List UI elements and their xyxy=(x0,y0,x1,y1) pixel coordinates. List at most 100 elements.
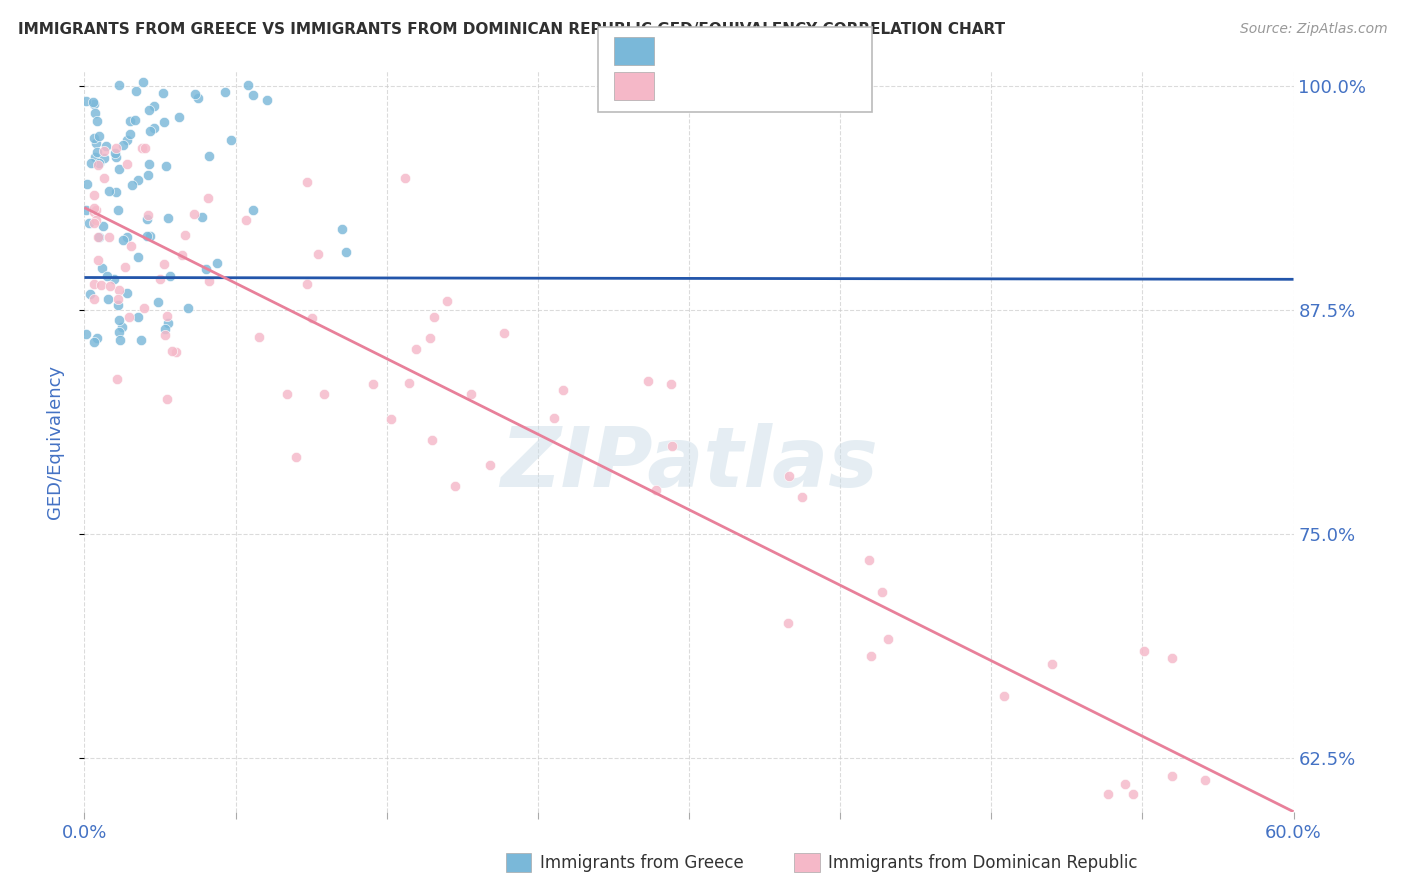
Point xyxy=(86,145,108,160)
Point xyxy=(1132,643,1154,657)
Point xyxy=(285,450,308,464)
Point xyxy=(1114,776,1136,790)
Point xyxy=(637,374,659,388)
Point xyxy=(778,468,800,483)
Point xyxy=(86,331,108,345)
Point xyxy=(136,209,159,223)
Point xyxy=(155,321,177,335)
Point xyxy=(87,158,110,172)
Point xyxy=(238,78,260,93)
Point xyxy=(160,343,183,358)
Point xyxy=(398,376,420,390)
Point xyxy=(174,228,197,243)
Point xyxy=(155,159,177,173)
Point xyxy=(136,168,159,182)
Point xyxy=(143,98,166,112)
Point xyxy=(184,87,207,101)
Point xyxy=(183,207,205,221)
Point xyxy=(115,157,138,171)
Point xyxy=(1122,787,1144,801)
Point xyxy=(197,190,219,204)
Point xyxy=(111,137,134,152)
Point xyxy=(84,136,107,150)
Point xyxy=(139,123,162,137)
Point xyxy=(83,277,105,291)
Point xyxy=(134,141,156,155)
Point xyxy=(139,229,162,244)
Point xyxy=(792,491,814,505)
Point xyxy=(460,386,482,401)
Point xyxy=(105,150,128,164)
Point xyxy=(83,106,105,120)
Point xyxy=(249,329,271,343)
Point xyxy=(394,171,416,186)
Point xyxy=(83,205,105,219)
Point xyxy=(118,114,141,128)
Point xyxy=(169,110,191,124)
Point xyxy=(108,333,131,347)
Text: 84: 84 xyxy=(818,77,841,95)
Point xyxy=(108,325,131,339)
Point xyxy=(97,292,120,306)
Point xyxy=(423,310,446,325)
Point xyxy=(96,139,118,153)
Point xyxy=(235,213,257,227)
Point xyxy=(83,97,105,112)
Point xyxy=(97,185,120,199)
Text: R =: R = xyxy=(665,77,704,95)
Point xyxy=(107,297,129,311)
Point xyxy=(993,689,1015,703)
Point xyxy=(93,151,115,165)
Point xyxy=(90,277,112,292)
Point xyxy=(858,553,880,567)
Point xyxy=(93,219,115,233)
Point xyxy=(79,287,101,301)
Point xyxy=(114,260,136,274)
Point xyxy=(132,75,155,89)
Point xyxy=(79,216,101,230)
Point xyxy=(107,161,129,176)
Point xyxy=(142,120,165,135)
Point xyxy=(156,316,179,330)
Point xyxy=(111,233,134,247)
Point xyxy=(86,212,108,227)
Point xyxy=(877,632,900,646)
Point xyxy=(107,202,129,217)
Point xyxy=(138,103,160,118)
Point xyxy=(149,272,172,286)
Point xyxy=(335,245,357,260)
Point xyxy=(120,238,142,252)
Point xyxy=(644,483,666,498)
Point xyxy=(80,156,103,170)
Point xyxy=(156,392,179,406)
Point xyxy=(297,277,319,291)
Point xyxy=(135,229,157,244)
Point xyxy=(1194,773,1216,788)
Point xyxy=(115,230,138,244)
Text: -0.646: -0.646 xyxy=(707,77,765,95)
Point xyxy=(146,295,169,310)
Point xyxy=(84,202,107,217)
Point xyxy=(91,260,114,275)
Text: Immigrants from Dominican Republic: Immigrants from Dominican Republic xyxy=(828,854,1137,871)
Point xyxy=(115,133,138,147)
Point xyxy=(125,84,148,98)
Point xyxy=(436,293,458,308)
Point xyxy=(870,585,893,599)
Point xyxy=(111,319,134,334)
Point xyxy=(443,479,465,493)
Point xyxy=(153,256,176,270)
Point xyxy=(419,331,441,345)
Point xyxy=(83,188,105,202)
Point xyxy=(87,129,110,144)
Point xyxy=(83,292,105,306)
Point xyxy=(93,145,115,159)
Point xyxy=(83,201,105,215)
Point xyxy=(83,150,105,164)
Point xyxy=(242,202,264,217)
Point xyxy=(551,383,574,397)
Point xyxy=(87,229,110,244)
Point xyxy=(127,173,149,187)
Point xyxy=(105,186,128,200)
Point xyxy=(198,274,221,288)
